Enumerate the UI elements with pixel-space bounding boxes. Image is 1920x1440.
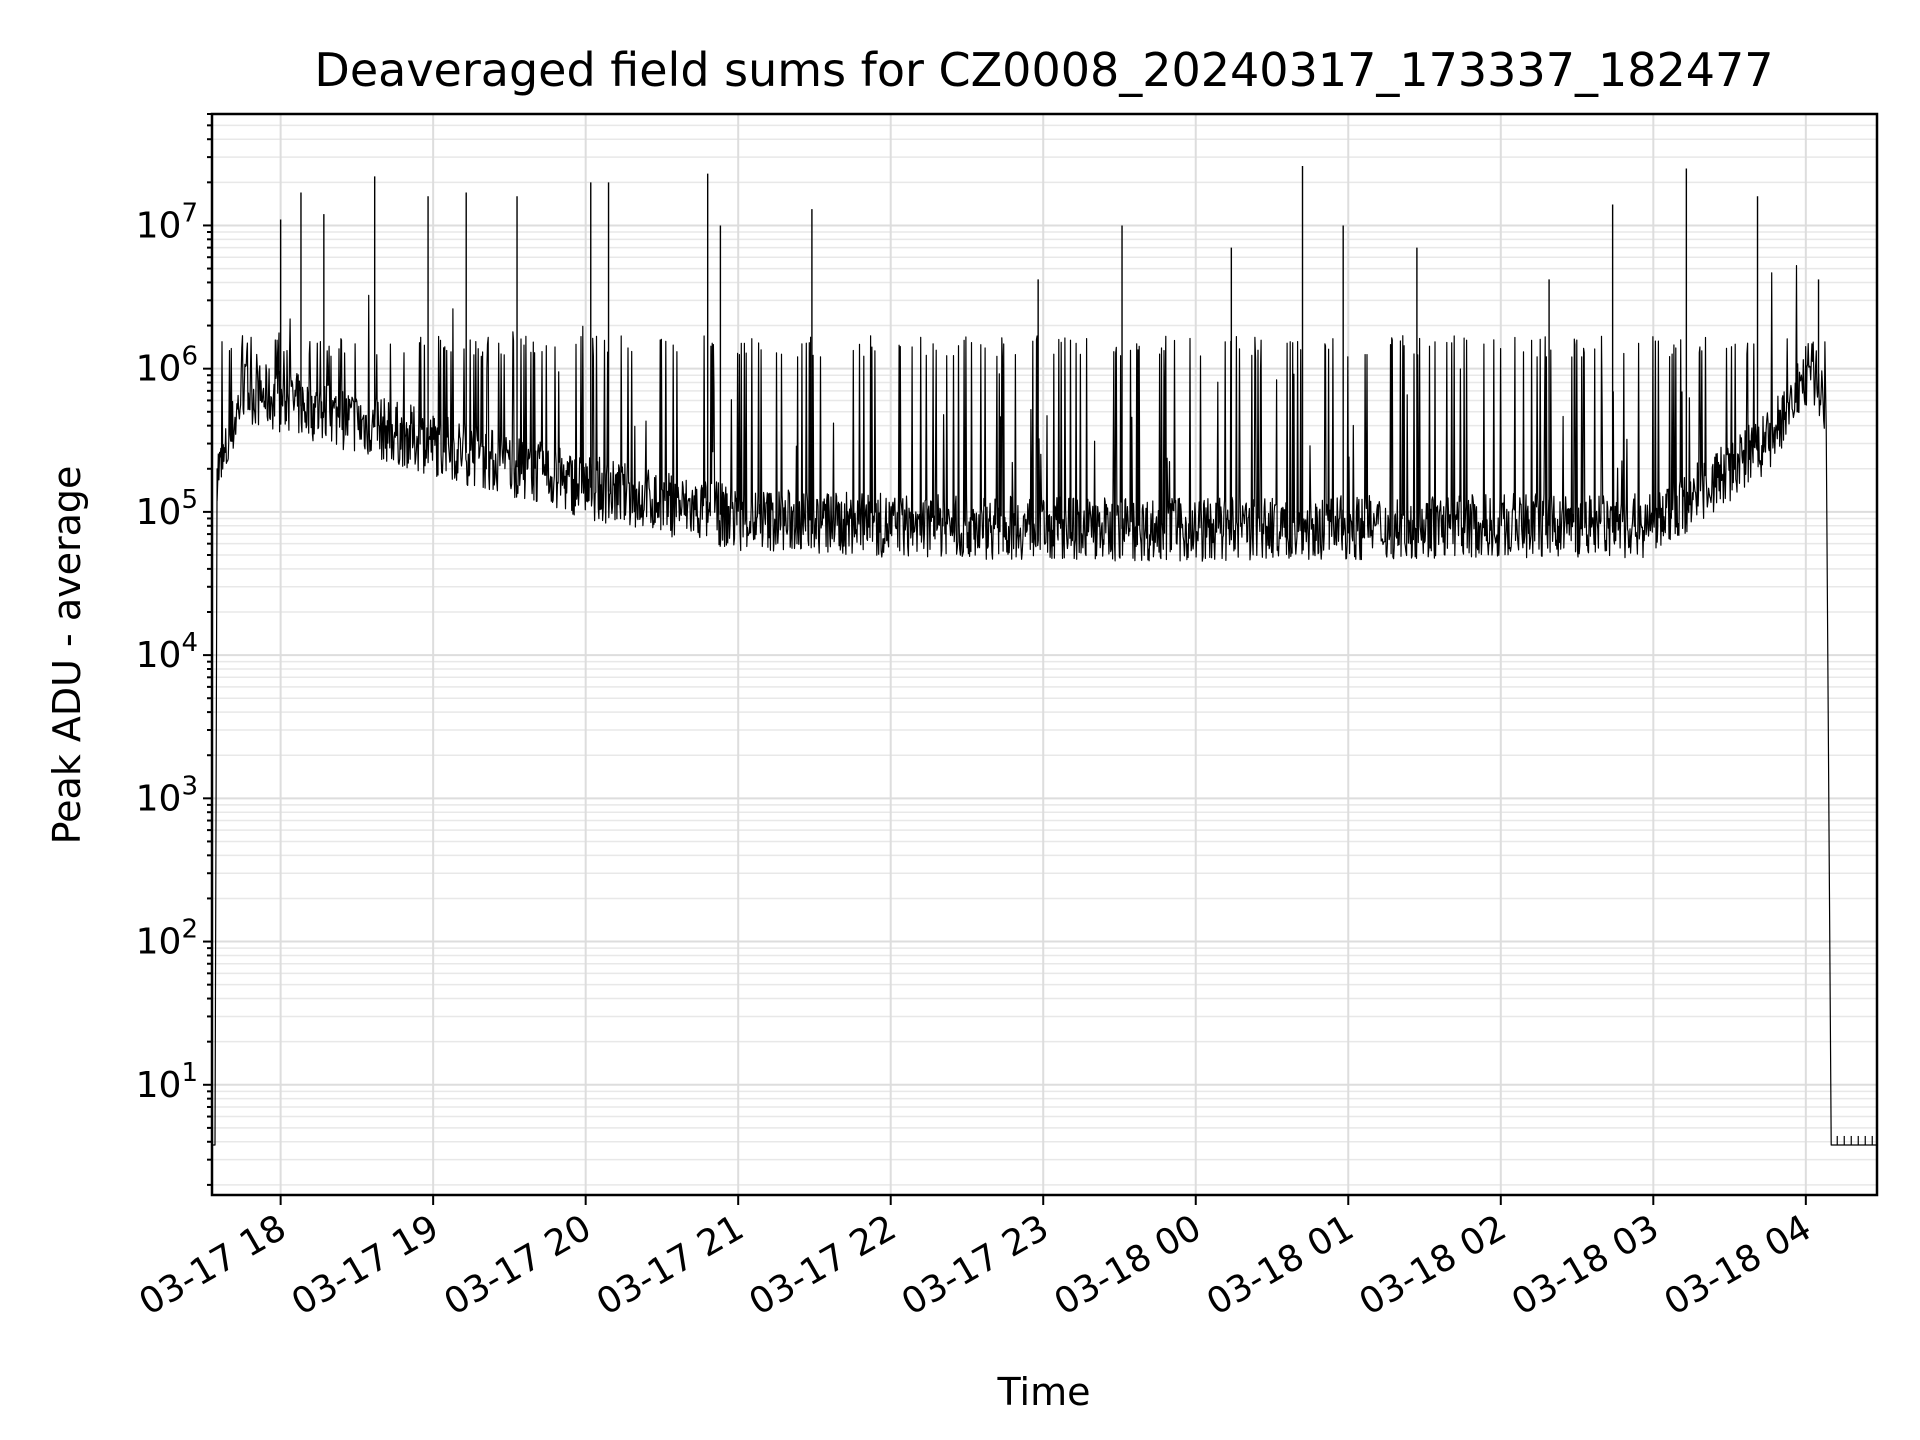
plot-area [212, 166, 1877, 1146]
grid [212, 113, 1877, 1195]
y-tick-exponent: 2 [181, 915, 198, 945]
y-tick-base: 10 [136, 922, 182, 963]
y-tick-exponent: 7 [181, 198, 198, 228]
x-tick-label: 03-17 19 [285, 1207, 446, 1323]
x-tick-label: 03-18 01 [1200, 1207, 1361, 1323]
x-tick-label: 03-17 22 [743, 1207, 904, 1323]
y-tick-base: 10 [136, 1065, 182, 1106]
chart-title: Deaveraged field sums for CZ0008_2024031… [314, 43, 1773, 97]
x-tick-label: 03-18 03 [1505, 1207, 1666, 1323]
y-tick-base: 10 [136, 778, 182, 819]
x-tick-label: 03-18 02 [1353, 1207, 1514, 1323]
series-line [212, 265, 1877, 1146]
y-axis-label: Peak ADU - average [45, 466, 89, 845]
y-tick-exponent: 4 [181, 628, 198, 658]
y-tick-label: 101 [136, 1058, 198, 1106]
y-tick-label: 104 [136, 628, 198, 676]
y-tick-exponent: 6 [181, 342, 198, 372]
y-tick-exponent: 3 [181, 771, 198, 801]
y-tick-exponent: 5 [181, 485, 198, 515]
y-tick-base: 10 [136, 205, 182, 246]
x-tick-label: 03-17 21 [590, 1207, 751, 1323]
x-axis-label: Time [997, 1370, 1091, 1414]
x-tick-label: 03-17 18 [132, 1207, 293, 1323]
y-tick-label: 103 [136, 771, 198, 819]
y-tick-exponent: 1 [181, 1058, 198, 1088]
y-tick-label: 106 [136, 342, 198, 390]
x-tick-label: 03-18 00 [1048, 1207, 1209, 1323]
x-tick-label: 03-18 04 [1658, 1207, 1819, 1323]
y-tick-label: 102 [136, 915, 198, 963]
y-tick-base: 10 [136, 635, 182, 676]
y-tick-label: 105 [136, 485, 198, 533]
y-tick-label: 107 [136, 198, 198, 246]
x-tick-label: 03-17 23 [895, 1207, 1056, 1323]
x-tick-label: 03-17 20 [437, 1207, 598, 1323]
y-tick-base: 10 [136, 492, 182, 533]
y-tick-base: 10 [136, 349, 182, 390]
